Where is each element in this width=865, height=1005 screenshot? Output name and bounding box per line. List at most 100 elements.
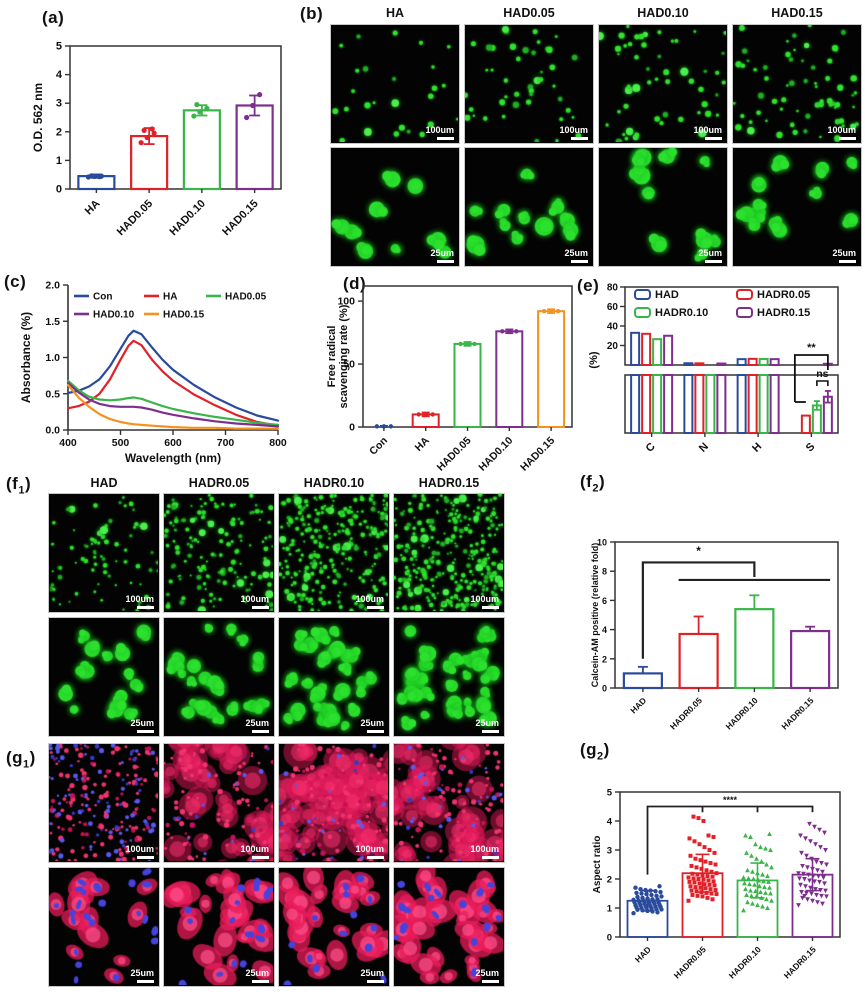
b-micrograph-r2-c2: 25um [464,147,594,267]
svg-text:HA: HA [413,434,433,454]
f1-micrograph-image [164,618,273,735]
svg-text:HADR0.10: HADR0.10 [727,944,763,980]
svg-text:HADR0.15: HADR0.15 [782,944,818,980]
svg-text:ns: ns [816,368,828,380]
panel-f1-suffix: ) [24,474,32,493]
b-micrograph-image [599,25,726,142]
scale-bar: 100um [240,844,269,859]
scale-bar: 100um [827,125,856,140]
svg-text:HAD0.10: HAD0.10 [93,310,135,321]
g1-micrograph-r1-c1: 100um [48,743,160,863]
svg-text:HAD0.15: HAD0.15 [518,435,557,474]
panel-f1-sub: 1 [18,484,25,497]
scale-bar-label: 25um [564,248,588,259]
scale-bar: 25um [360,968,384,983]
scale-bar: 100um [559,125,588,140]
svg-text:O.D. 562 nm: O.D. 562 nm [31,83,45,152]
panel-b-label-text: (b) [300,4,324,23]
panel-g2-label: (g2) [580,740,610,762]
b-micrograph-r1-c1: 100um [330,24,460,144]
panel-d-label: (d) [343,274,366,294]
panel-g2-sub: 2 [597,750,604,763]
b-micrograph-r2-c1: 25um [330,147,460,267]
scale-bar: 25um [698,248,722,263]
scale-bar: 100um [355,844,384,859]
svg-text:HA: HA [163,292,177,303]
panel-d-label-text: (d) [343,274,367,293]
g1-micrograph-image [394,868,503,985]
b-column-label: HAD0.05 [503,6,555,20]
scale-bar: 100um [240,594,269,609]
svg-text:80: 80 [607,283,619,294]
scale-bar: 25um [245,718,269,733]
panel-a-label: (a) [42,8,64,28]
b-micrograph-image [465,148,592,265]
svg-text:HAD0.10: HAD0.10 [168,198,208,238]
scale-bar-line [482,856,499,859]
svg-text:Free radicalscavenging rate (%: Free radicalscavenging rate (%) [326,304,350,408]
svg-text:H: H [750,441,764,455]
svg-text:0.0: 0.0 [45,425,60,437]
scale-bar-label: 25um [360,718,384,729]
b-micrograph-image [733,148,860,265]
scale-bar-label: 25um [475,718,499,729]
panel-g2-prefix: (g [580,740,598,759]
svg-text:HADR0.05: HADR0.05 [668,695,704,731]
svg-text:*: * [696,544,701,558]
b-micrograph-r2-c4: 25um [732,147,862,267]
svg-text:HAD0.15: HAD0.15 [163,310,205,321]
scale-bar: 25um [360,718,384,733]
b-micrograph-image [465,25,592,142]
svg-text:400: 400 [59,437,77,449]
svg-text:HAD: HAD [633,944,653,964]
panel-g1-sub: 1 [23,758,30,771]
g1-micrograph-image [394,744,503,861]
f1-micrograph-r1-c1: 100um [48,493,160,613]
svg-text:8: 8 [602,567,607,577]
panel-e-label: (e) [577,276,599,296]
f1-micrograph-r2-c4: 25um [393,617,505,737]
scale-bar-label: 100um [240,844,269,855]
f1-micrograph-image [394,494,503,611]
scale-bar-line [437,137,454,140]
svg-text:2: 2 [607,875,612,886]
panel-c-line-chart: 0.0 0.5 1.0 1.5 2.0 400 500 600 700 800 Wavelength… [19,280,287,466]
f1-micrograph-r1-c4: 100um [393,493,505,613]
svg-text:40: 40 [607,322,619,333]
scale-bar-label: 100um [559,125,588,136]
svg-text:2: 2 [602,654,607,664]
f1-micrograph-image [394,618,503,735]
scale-bar-label: 100um [827,125,856,136]
b-micrograph-image [331,148,458,265]
scale-bar-label: 100um [470,844,499,855]
svg-text:3: 3 [607,846,612,857]
svg-text:600: 600 [164,437,182,449]
scale-bar-label: 100um [425,125,454,136]
g1-micrograph-r2-c1: 25um [48,867,160,987]
g1-micrograph-image [164,868,273,985]
scale-bar-label: 25um [360,968,384,979]
g1-micrograph-r2-c4: 25um [393,867,505,987]
scale-bar-line [839,137,856,140]
svg-text:HAD0.05: HAD0.05 [435,435,474,474]
scale-bar-line [705,260,722,263]
svg-text:**: ** [807,342,816,354]
scale-bar: 25um [564,248,588,263]
b-column-label: HAD0.10 [637,6,689,20]
panel-f2-suffix: ) [598,472,606,491]
scale-bar-label: 25um [130,718,154,729]
svg-text:Con: Con [93,292,112,303]
panel-a-bar-chart: 0 1 2 3 4 5 O.D. 562 nm HA HAD0.05 HAD0.10 HAD0.15 [31,41,282,238]
b-column-label: HAD0.15 [771,6,823,20]
svg-text:0: 0 [607,933,612,944]
scale-bar: 100um [125,844,154,859]
svg-text:3: 3 [56,98,62,110]
f1-micrograph-image [279,494,388,611]
svg-text:0: 0 [602,684,607,694]
scale-bar-line [437,260,454,263]
svg-text:HAD: HAD [628,695,648,715]
panel-g2-scatter-chart: 0 1 2 3 4 5 Aspect ratio HAD HADR0.05 HADR0.10 HAD… [592,788,841,980]
f1-micrograph-r1-c3: 100um [278,493,390,613]
svg-text:C: C [644,441,658,455]
